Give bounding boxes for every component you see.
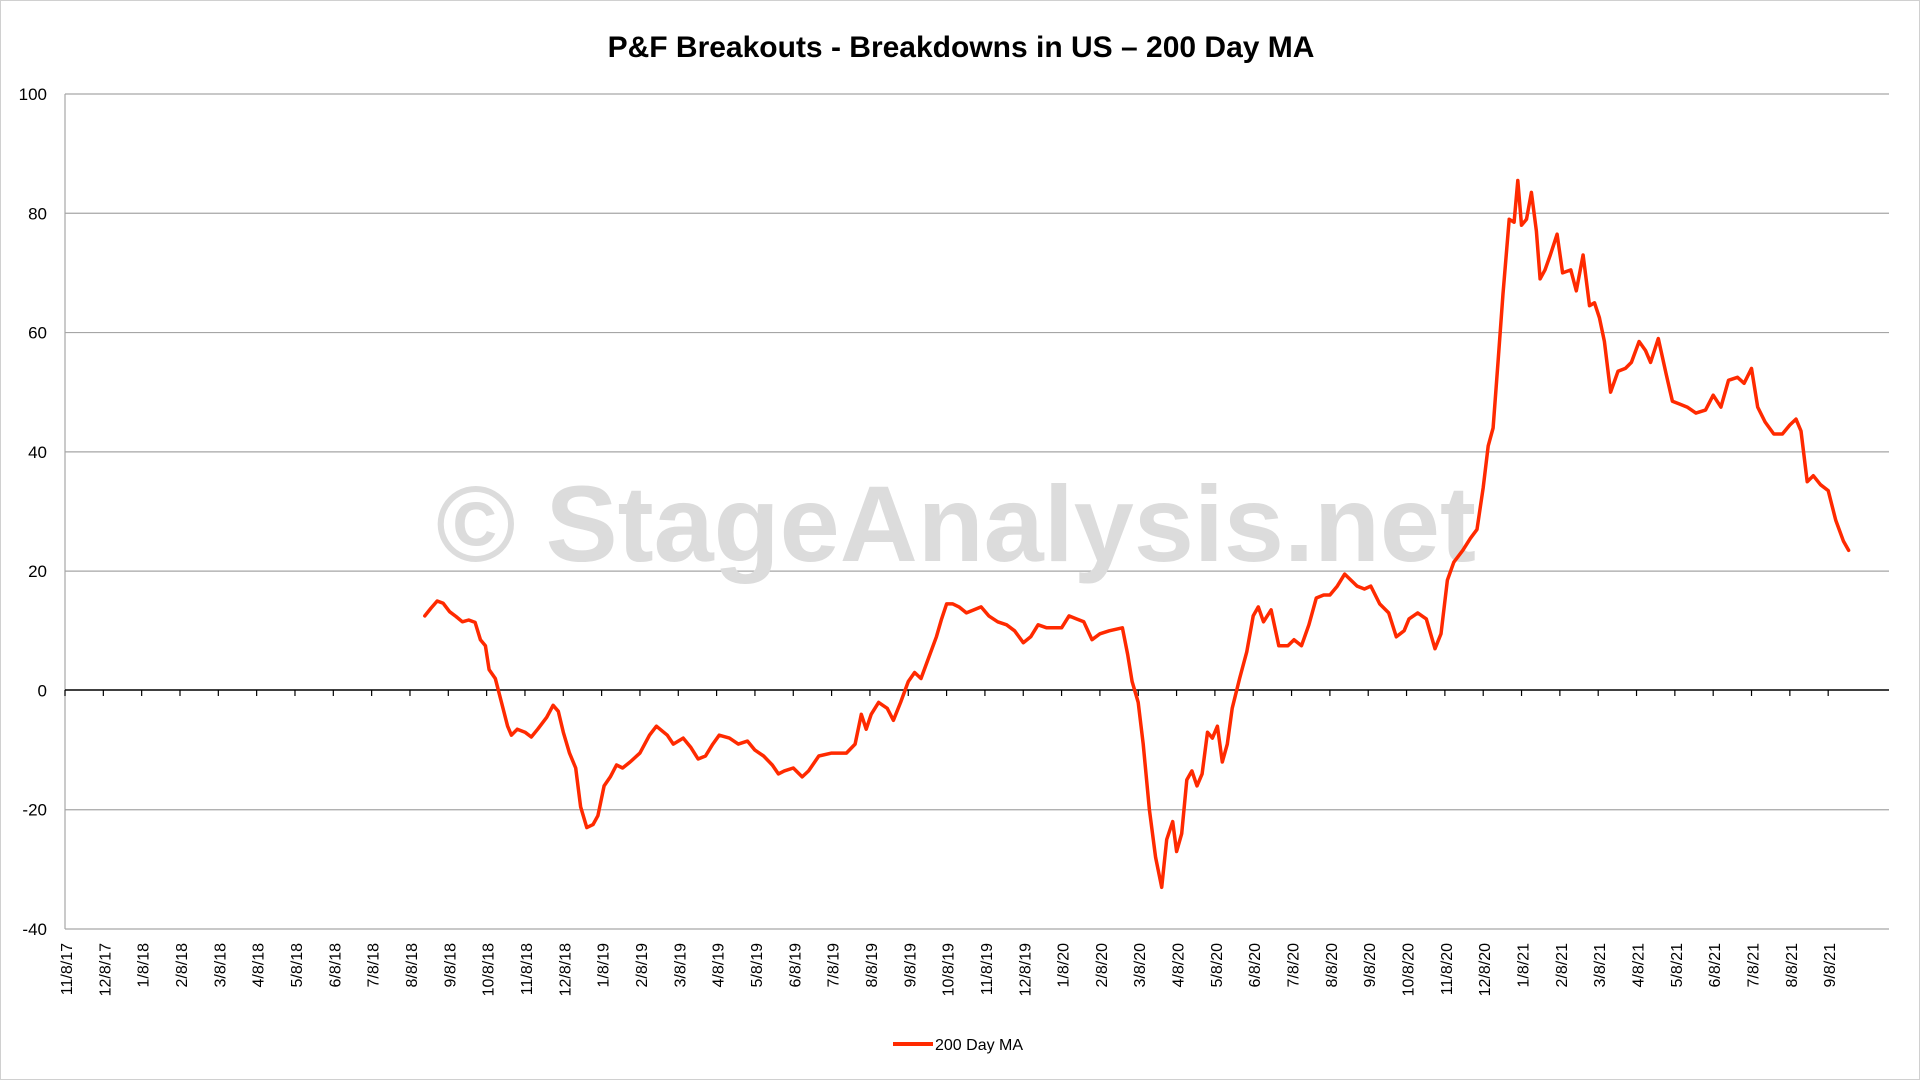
y-axis: 100 80 60 40 20 0 -20 -40 bbox=[19, 85, 66, 939]
x-tick-label: 9/8/19 bbox=[902, 943, 919, 988]
x-tick-label: 2/8/18 bbox=[174, 943, 191, 988]
x-tick-label: 8/8/19 bbox=[864, 943, 881, 988]
x-tick-label: 7/8/20 bbox=[1286, 943, 1303, 988]
x-tick-label: 5/8/21 bbox=[1669, 943, 1686, 988]
x-tick-label: 5/8/18 bbox=[289, 943, 306, 988]
x-tick-label: 3/8/21 bbox=[1592, 943, 1609, 988]
x-tick-label: 7/8/21 bbox=[1746, 943, 1763, 988]
x-tick-label: 5/8/20 bbox=[1209, 943, 1226, 988]
x-tick-label: 7/8/19 bbox=[826, 943, 843, 988]
y-tick-label: 60 bbox=[28, 324, 47, 343]
x-tick-label: 6/8/18 bbox=[327, 943, 344, 988]
x-tick-label: 3/8/18 bbox=[212, 943, 229, 988]
y-tick-label: 0 bbox=[38, 681, 47, 700]
y-tick-label: 40 bbox=[28, 443, 47, 462]
y-tick-label: -20 bbox=[22, 801, 47, 820]
x-tick-label: 1/8/21 bbox=[1516, 943, 1533, 988]
x-tick-label: 12/8/19 bbox=[1017, 943, 1034, 996]
x-tick-label: 6/8/21 bbox=[1707, 943, 1724, 988]
legend-label: 200 Day MA bbox=[935, 1037, 1023, 1054]
x-tick-label: 3/8/20 bbox=[1132, 943, 1149, 988]
x-tick-label: 10/8/19 bbox=[941, 943, 958, 996]
x-tick-label: 6/8/19 bbox=[787, 943, 804, 988]
series-line-0 bbox=[423, 178, 1851, 890]
watermark-text: © StageAnalysis.net bbox=[436, 463, 1476, 584]
x-tick-label: 1/8/20 bbox=[1056, 943, 1073, 988]
x-tick-label: 8/8/21 bbox=[1784, 943, 1801, 988]
x-axis: 11/8/17 12/8/17 1/8/18 2/8/18 3/8/18 4/8/18 5/… bbox=[59, 689, 1889, 996]
y-tick-label: 100 bbox=[19, 85, 47, 104]
x-tick-label: 9/8/18 bbox=[442, 943, 459, 988]
x-tick-label: 2/8/19 bbox=[634, 943, 651, 988]
x-tick-label: 4/8/21 bbox=[1631, 943, 1648, 988]
x-tick-label: 10/8/18 bbox=[481, 943, 498, 996]
x-tick-label: 3/8/19 bbox=[672, 943, 689, 988]
x-tick-label: 12/8/18 bbox=[557, 943, 574, 996]
chart-title: P&F Breakouts - Breakdowns in US – 200 D… bbox=[608, 31, 1315, 64]
y-tick-label: -40 bbox=[22, 920, 47, 939]
x-tick-label: 4/8/19 bbox=[711, 943, 728, 988]
x-tick-label: 11/8/20 bbox=[1439, 943, 1456, 995]
x-tick-label: 12/8/17 bbox=[97, 943, 114, 996]
gridlines bbox=[65, 93, 1889, 930]
x-tick-label: 8/8/18 bbox=[404, 943, 421, 988]
x-tick-label: 2/8/20 bbox=[1094, 943, 1111, 988]
x-tick-label: 1/8/18 bbox=[136, 943, 153, 988]
x-tick-label: 11/8/17 bbox=[59, 943, 76, 995]
y-tick-label: 80 bbox=[28, 204, 47, 223]
series-layer bbox=[423, 178, 1851, 890]
x-tick-label: 6/8/20 bbox=[1247, 943, 1264, 988]
x-tick-label: 7/8/18 bbox=[366, 943, 383, 988]
x-tick-label: 11/8/18 bbox=[519, 943, 536, 995]
x-tick-label: 11/8/19 bbox=[979, 943, 996, 995]
y-tick-label: 20 bbox=[28, 562, 47, 581]
x-tick-label: 10/8/20 bbox=[1401, 943, 1418, 996]
x-tick-label: 2/8/21 bbox=[1554, 943, 1571, 988]
x-tick-label: 4/8/20 bbox=[1171, 943, 1188, 988]
x-tick-label: 12/8/20 bbox=[1477, 943, 1494, 996]
legend: 200 Day MA bbox=[893, 1037, 1023, 1054]
x-tick-label: 8/8/20 bbox=[1324, 943, 1341, 988]
x-tick-label: 9/8/20 bbox=[1362, 943, 1379, 988]
x-tick-label: 5/8/19 bbox=[749, 943, 766, 988]
x-tick-label: 1/8/19 bbox=[596, 943, 613, 988]
x-tick-label: 4/8/18 bbox=[251, 943, 268, 988]
x-tick-label: 9/8/21 bbox=[1822, 943, 1839, 988]
